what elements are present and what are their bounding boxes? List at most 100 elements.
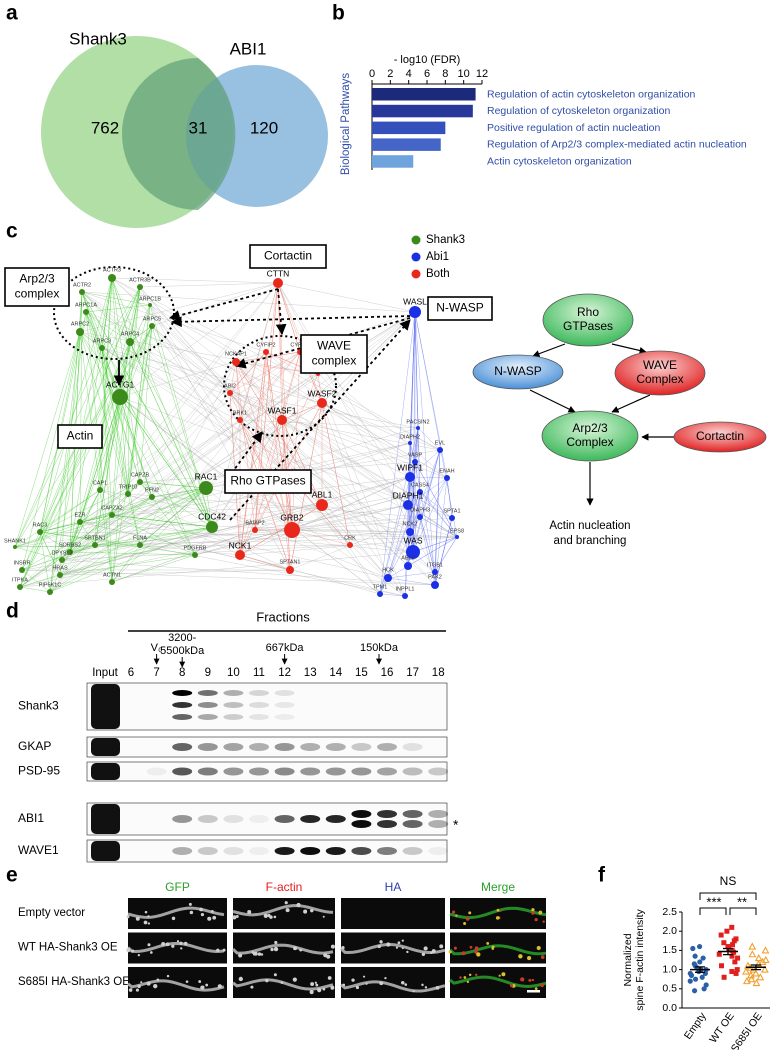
spine [216,948,220,953]
node-label: ACTR3B [129,277,151,283]
node-label: ENAH [439,468,454,474]
panel-letter: a [6,2,18,25]
pathway-node [541,410,639,462]
x-tick-label: 6 [424,68,430,80]
row-label: PSD-95 [18,764,60,778]
spine [171,944,175,948]
row-label: WAVE1 [18,843,59,857]
edge [139,325,153,483]
edge [19,551,414,588]
network-node [108,274,116,282]
edge [151,325,293,531]
row-label: GKAP [18,739,51,753]
edge [414,311,436,586]
blot-title: Fractions [256,609,310,624]
edge [94,419,283,546]
micrograph [341,967,445,998]
data-point [731,949,737,955]
edge [387,504,409,579]
node-label: HRAS [52,565,68,571]
spine [463,976,467,979]
edge [412,477,448,553]
spine [310,982,315,986]
spine [496,908,500,912]
outcome-label: Actin nucleation [549,520,630,532]
edge [79,331,101,491]
network-node [235,550,245,560]
edge [139,361,237,546]
node-label: ACTR2 [73,282,91,288]
edge [434,477,448,586]
band [300,767,321,776]
band [91,738,120,756]
spine [534,987,538,991]
data-point [735,955,741,961]
spine [207,916,212,921]
significance-bracket [699,892,757,900]
network-node [137,542,143,548]
edge [129,341,207,489]
panel-letter: b [332,2,345,25]
edge [14,504,323,548]
edge [239,351,301,556]
network-node [417,514,423,520]
edge [94,517,453,546]
network-node [97,487,103,493]
edge [49,526,213,593]
node-label: BAIAP2 [245,520,264,526]
spine [137,984,141,989]
data-point [730,942,736,948]
edge [111,277,441,451]
edge [39,481,141,533]
band [351,767,372,776]
spine [270,947,274,952]
lane-label: 8 [179,667,185,679]
edge [39,531,141,546]
edge [59,569,291,576]
edge [14,442,411,548]
error-bar [751,964,761,971]
band [325,847,346,855]
node-label: EZR [75,512,86,518]
network-node [83,309,89,315]
edge [434,536,458,573]
data-point [716,951,722,957]
band [197,743,218,751]
band [91,763,120,780]
spine [263,913,268,919]
edge [379,311,416,595]
spine [165,942,170,947]
edge [14,286,141,548]
spine [509,984,514,988]
spine [401,947,404,950]
edge [21,529,293,571]
edge [119,396,153,498]
spine [469,945,473,949]
edge [321,504,381,595]
pathway-label: Complex [636,372,683,386]
network-node [404,562,412,570]
pathway-arrow [529,389,576,413]
edge [101,347,113,516]
venn-overlap [122,58,236,210]
channel-label: GFP [165,880,190,894]
node-label: HCK [382,567,394,573]
category-label: Regulation of actin cytoskeleton organiz… [487,88,696,100]
spine [315,983,319,987]
edge [229,392,409,567]
band [249,767,269,776]
data-point [688,972,695,978]
node-label: CYFIP1 [290,342,309,348]
callout-label: Actin [67,429,94,443]
edge [139,481,389,579]
edge [94,536,458,546]
dendrite [127,906,225,919]
band [249,847,269,855]
edge [277,282,406,597]
edge [19,526,213,588]
spine [147,922,151,925]
edge [61,559,436,586]
spine [147,943,151,947]
edge [229,351,301,394]
spine [327,976,332,980]
